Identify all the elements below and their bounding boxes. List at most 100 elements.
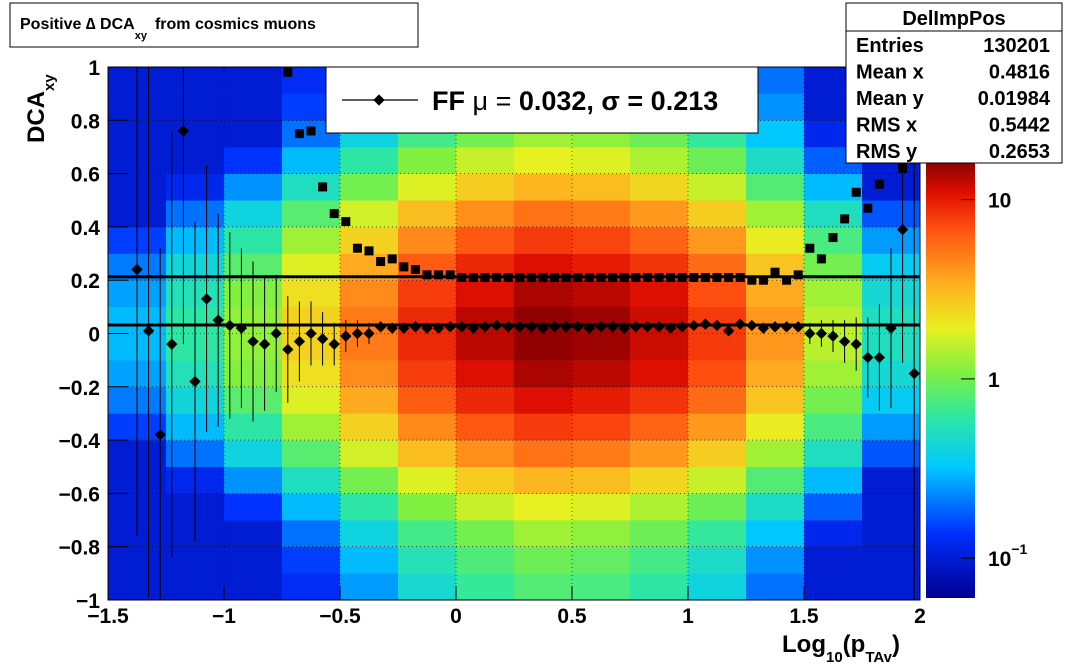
heat-cell xyxy=(862,440,920,468)
heat-cell xyxy=(688,413,747,441)
heat-cell xyxy=(746,226,805,254)
sigma-marker xyxy=(364,246,374,256)
mean-marker xyxy=(769,321,781,333)
heat-cell xyxy=(572,200,631,228)
stats-rows: Entries 130201 Mean x 0.4816 Mean y 0.01984 RM… xyxy=(856,35,1051,163)
sigma-marker xyxy=(283,67,293,77)
heat-cell xyxy=(572,440,631,468)
heat-cell xyxy=(456,360,515,388)
mean-marker xyxy=(189,375,201,388)
legend-mu-label: μ = xyxy=(473,86,519,116)
sigma-marker xyxy=(294,129,304,139)
heat-cell xyxy=(572,173,631,201)
y-tick-label: 0.2 xyxy=(71,270,100,293)
sigma-marker xyxy=(793,270,803,280)
heat-cell xyxy=(166,67,225,94)
heat-cell xyxy=(630,173,689,201)
mean-marker xyxy=(827,330,839,342)
heat-cell xyxy=(398,546,457,574)
heat-cell xyxy=(630,146,689,174)
heat-cell xyxy=(514,333,573,361)
x-tick-label: −1.5 xyxy=(87,605,129,628)
heat-cell xyxy=(224,573,283,600)
x-tick-label: 1.5 xyxy=(789,605,819,628)
sigma-marker xyxy=(619,273,629,283)
sigma-marker xyxy=(515,273,525,283)
heat-cell xyxy=(398,173,457,201)
stats-value: 0.01984 xyxy=(978,88,1051,110)
y-tick-label: 0.8 xyxy=(71,110,101,133)
color-bar xyxy=(926,163,975,598)
mean-marker xyxy=(386,322,398,334)
heat-cell xyxy=(398,440,457,468)
stats-name: RMS x xyxy=(856,115,917,137)
heat-cell xyxy=(398,520,457,547)
heat-cell xyxy=(804,360,863,388)
heat-cell xyxy=(804,200,863,228)
legend-sigma: 0.213 xyxy=(651,86,719,116)
heat-cell xyxy=(804,440,863,468)
heat-cell xyxy=(746,146,805,174)
mean-marker xyxy=(792,321,804,333)
y-tick-label: 0.4 xyxy=(71,217,101,240)
heat-cell xyxy=(746,173,805,201)
sigma-marker xyxy=(898,163,908,173)
mean-marker xyxy=(711,319,723,332)
heat-cell xyxy=(746,360,805,388)
heat-cell xyxy=(224,146,283,174)
mean-marker xyxy=(363,327,375,340)
title-part: Positive ∆ DCA xyxy=(20,16,135,33)
legend-name: FF xyxy=(432,86,465,116)
mean-marker xyxy=(328,338,340,350)
stats-title: DelImpPos xyxy=(902,8,1005,30)
heat-cell xyxy=(398,573,457,600)
sigma-marker xyxy=(874,179,884,189)
sigma-marker xyxy=(735,273,745,283)
heat-cell xyxy=(398,226,457,254)
sigma-marker xyxy=(387,254,397,264)
heat-cell xyxy=(398,386,457,414)
heat-cell xyxy=(340,440,399,468)
heat-cell xyxy=(282,146,341,174)
heat-cell xyxy=(224,200,283,228)
heat-cell xyxy=(688,280,747,308)
heat-cell xyxy=(688,333,747,361)
heat-cell xyxy=(572,493,631,521)
heat-cell xyxy=(804,546,863,574)
heat-cell xyxy=(166,120,225,148)
mean-marker xyxy=(664,322,677,334)
heat-cell xyxy=(804,493,863,521)
mean-marker xyxy=(514,321,526,333)
sigma-marker xyxy=(526,273,536,283)
heat-cell xyxy=(746,493,805,521)
y-tick-label: −0.4 xyxy=(59,430,101,453)
mean-marker xyxy=(316,333,329,345)
z-tick-exponent: −1 xyxy=(1011,541,1027,557)
heat-cell xyxy=(514,413,573,441)
sigma-marker xyxy=(782,275,792,285)
stats-name: Mean y xyxy=(856,88,925,110)
x-axis-label: Log10(pTAv) xyxy=(782,631,900,666)
heat-cell xyxy=(746,413,805,441)
stats-value: 130201 xyxy=(983,35,1050,57)
mean-marker xyxy=(525,321,538,333)
mean-marker xyxy=(293,335,306,348)
sigma-marker xyxy=(468,273,478,283)
heat-cell xyxy=(804,573,863,600)
sigma-marker xyxy=(329,209,339,219)
mean-marker xyxy=(688,319,700,332)
heat-cell xyxy=(514,493,573,521)
heat-cell xyxy=(630,200,689,228)
mean-marker xyxy=(166,338,178,350)
heat-cell xyxy=(456,546,515,574)
heat-cell xyxy=(688,146,747,174)
mean-marker xyxy=(131,263,143,276)
heat-cell xyxy=(572,333,631,361)
heat-cell xyxy=(688,386,747,414)
heat-cell xyxy=(862,573,920,600)
heat-cell xyxy=(572,386,631,414)
mean-marker xyxy=(850,338,862,350)
mean-marker xyxy=(804,327,816,340)
x-label-sub: 10 xyxy=(826,649,843,666)
